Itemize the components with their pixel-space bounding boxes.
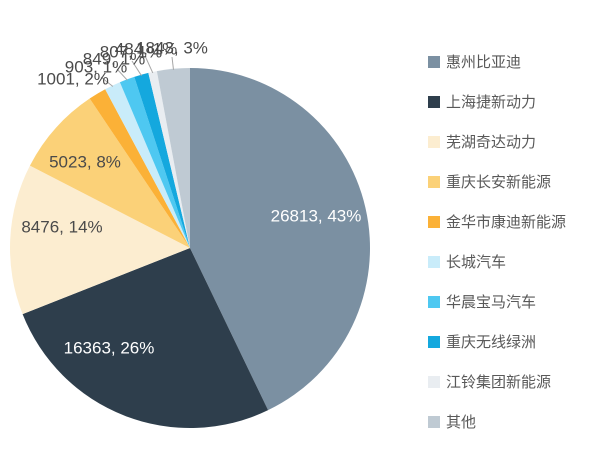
- data-label-2[interactable]: 8476, 14%: [21, 217, 103, 237]
- data-label-3[interactable]: 5023, 8%: [49, 152, 121, 172]
- legend-label: 长城汽车: [446, 253, 507, 271]
- leader-line-7: [131, 60, 142, 76]
- data-label-1[interactable]: 16363, 26%: [63, 338, 155, 358]
- legend-label: 芜湖奇达动力: [446, 133, 537, 151]
- legend-swatch-icon: [428, 136, 440, 148]
- legend-item-5[interactable]: 长城汽车: [428, 242, 566, 282]
- data-label-6[interactable]: 849, 1%: [82, 49, 146, 69]
- legend-label: 金华市康迪新能源: [446, 213, 567, 231]
- legend-label: 惠州比亚迪: [446, 53, 522, 71]
- leader-line-5: [100, 76, 114, 87]
- legend-label: 华晨宝马汽车: [446, 293, 537, 311]
- legend-label: 上海捷新动力: [446, 93, 537, 111]
- legend-item-6[interactable]: 华晨宝马汽车: [428, 282, 566, 322]
- data-label-7[interactable]: 807, 1%: [99, 42, 163, 62]
- data-label-8[interactable]: 484, 1%: [114, 39, 178, 59]
- pie-slice-0[interactable]: [190, 68, 371, 411]
- legend-swatch-icon: [428, 416, 440, 428]
- legend-label: 重庆长安新能源: [446, 173, 552, 191]
- leader-line-8: [145, 57, 154, 74]
- legend-swatch-icon: [428, 56, 440, 68]
- data-label-0[interactable]: 26813, 43%: [270, 206, 362, 226]
- legend-swatch-icon: [428, 376, 440, 388]
- pie-slice-8[interactable]: [148, 71, 190, 248]
- legend-swatch-icon: [428, 216, 440, 228]
- legend-item-7[interactable]: 重庆无线绿洲: [428, 322, 566, 362]
- leader-line-6: [116, 68, 128, 81]
- legend-swatch-icon: [428, 96, 440, 108]
- legend-swatch-icon: [428, 336, 440, 348]
- pie-slice-7[interactable]: [134, 72, 190, 248]
- data-label-4[interactable]: 1001, 2%: [37, 69, 109, 89]
- legend-item-3[interactable]: 重庆长安新能源: [428, 162, 566, 202]
- pie-slice-5[interactable]: [105, 82, 190, 249]
- legend-label: 重庆无线绿洲: [446, 333, 537, 351]
- legend-label: 江铃集团新能源: [446, 373, 552, 391]
- chart-legend: 惠州比亚迪上海捷新动力 芜湖奇达动力 重庆长安新能源 金华市康迪新能源 长城汽车华晨宝马…: [428, 42, 566, 442]
- legend-swatch-icon: [428, 256, 440, 268]
- pie-slice-1[interactable]: [22, 248, 269, 428]
- pie-slice-9[interactable]: [156, 68, 190, 248]
- pie-slice-2[interactable]: [10, 165, 191, 315]
- legend-swatch-icon: [428, 176, 440, 188]
- legend-item-9[interactable]: 其他: [428, 402, 566, 442]
- legend-label: 其他: [446, 413, 477, 431]
- leader-line-9: [171, 56, 174, 70]
- legend-swatch-icon: [428, 296, 440, 308]
- legend-item-0[interactable]: 惠州比亚迪: [428, 42, 566, 82]
- pie-slice-3[interactable]: [29, 98, 191, 248]
- legend-item-1[interactable]: 上海捷新动力: [428, 82, 566, 122]
- legend-item-4[interactable]: 金华市康迪新能源: [428, 202, 566, 242]
- legend-item-8[interactable]: 江铃集团新能源: [428, 362, 566, 402]
- pie-slice-4[interactable]: [89, 89, 190, 249]
- legend-item-2[interactable]: 芜湖奇达动力: [428, 122, 566, 162]
- pie-slice-6[interactable]: [119, 76, 190, 248]
- data-label-5[interactable]: 903, 1%: [64, 57, 128, 77]
- data-label-9[interactable]: 1843, 3%: [136, 38, 208, 58]
